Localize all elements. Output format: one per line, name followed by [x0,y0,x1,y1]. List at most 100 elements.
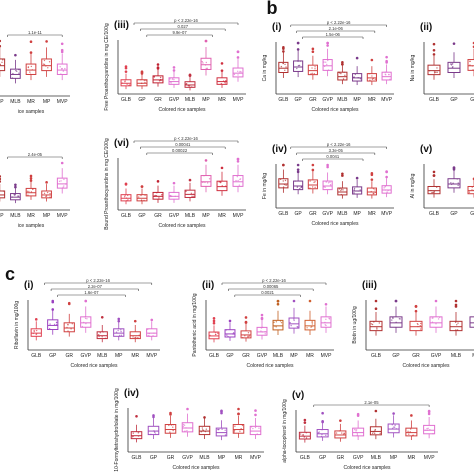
data-point [409,431,411,433]
outlier-point [303,418,307,422]
outlier-point [212,321,216,325]
data-point [335,432,338,434]
data-point [321,433,323,436]
data-point [320,435,323,438]
data-point [46,191,49,194]
data-point [305,432,308,434]
data-point [132,432,134,434]
data-point [371,78,374,80]
data-point [206,67,208,70]
outlier-point [152,415,155,419]
data-point [426,429,429,431]
data-point [372,192,374,195]
x-tick-label: GP [295,97,303,103]
y-axis-label: Biotin in ug/100g [352,306,358,343]
data-point [85,322,87,325]
data-point [61,68,63,70]
data-point [457,182,459,184]
data-point [432,433,434,435]
x-tick-label: GVP [322,211,333,217]
data-point [182,423,185,426]
data-point [101,336,103,338]
box-MVP [423,424,436,435]
data-point [169,194,171,197]
data-point [471,65,474,67]
data-point [146,328,149,331]
data-point [395,428,398,430]
data-point [284,69,286,71]
data-point [452,182,454,184]
x-tick-label: GLB [31,353,42,359]
x-tick-label: GVP [353,455,364,461]
outlier-point [14,53,17,57]
chart-c-i: (i) Riboflavin in mg/100g Colored rice sam… [14,278,160,369]
data-point [373,432,376,434]
x-tick-label: MLB [273,353,284,359]
outlier-point [282,50,285,53]
data-point [204,181,206,184]
data-point [419,328,422,330]
outlier-point [186,407,189,411]
data-point [153,332,155,334]
x-tick-label: MP [0,213,4,219]
outlier-point [237,412,240,416]
data-point [26,190,29,193]
data-point [1,61,3,63]
outlier-point [14,185,17,189]
x-tick-label: GP [49,353,57,359]
data-point [185,427,187,429]
data-point [451,66,454,69]
x-tick-label: MLB [185,213,196,219]
data-point [147,334,149,337]
data-point [409,428,412,430]
data-point [305,437,308,439]
data-point [33,330,35,333]
data-point [172,429,174,432]
data-point [224,82,226,84]
data-point [237,179,239,182]
outlier-point [341,62,344,66]
data-point [63,178,65,181]
x-tick-label: GP [226,353,234,359]
x-tick-label: MVP [321,353,333,359]
y-axis-label: Free Proanthocyanidins in mg CE/100g [104,23,110,110]
outlier-point [341,174,344,177]
outlier-point [0,180,2,183]
data-point [60,180,62,182]
box-MLB [184,189,196,198]
data-point [172,77,174,79]
p-value-label: 2.1e-05 [364,400,379,405]
outlier-point [427,412,431,416]
outlier-point [204,159,208,162]
data-point [62,186,64,189]
data-point [32,188,34,191]
data-point [232,333,234,335]
data-point [137,435,140,437]
data-point [202,429,204,431]
outlier-point [29,174,33,178]
data-point [84,317,87,320]
outlier-point [292,299,296,303]
data-point [48,61,51,63]
x-tick-label: GLB [371,353,382,359]
data-point [309,180,311,182]
outlier-point [124,182,128,186]
x-tick-label: GLB [121,97,132,103]
data-point [204,430,207,433]
p-value-label: 0.00041 [175,142,191,147]
data-point [254,426,257,429]
x-tick-label: MP [115,353,123,359]
x-axis-label: Colored rice samples [159,223,206,229]
data-point [384,73,386,75]
outlier-point [172,181,176,185]
data-point [344,74,346,76]
data-point [123,196,126,198]
data-point [302,434,304,437]
data-point [186,429,188,432]
data-point [132,435,134,437]
data-point [433,71,436,73]
data-point [209,334,211,337]
x-tick-label: MVP [146,353,158,359]
data-point [84,316,86,318]
data-point [353,187,356,190]
